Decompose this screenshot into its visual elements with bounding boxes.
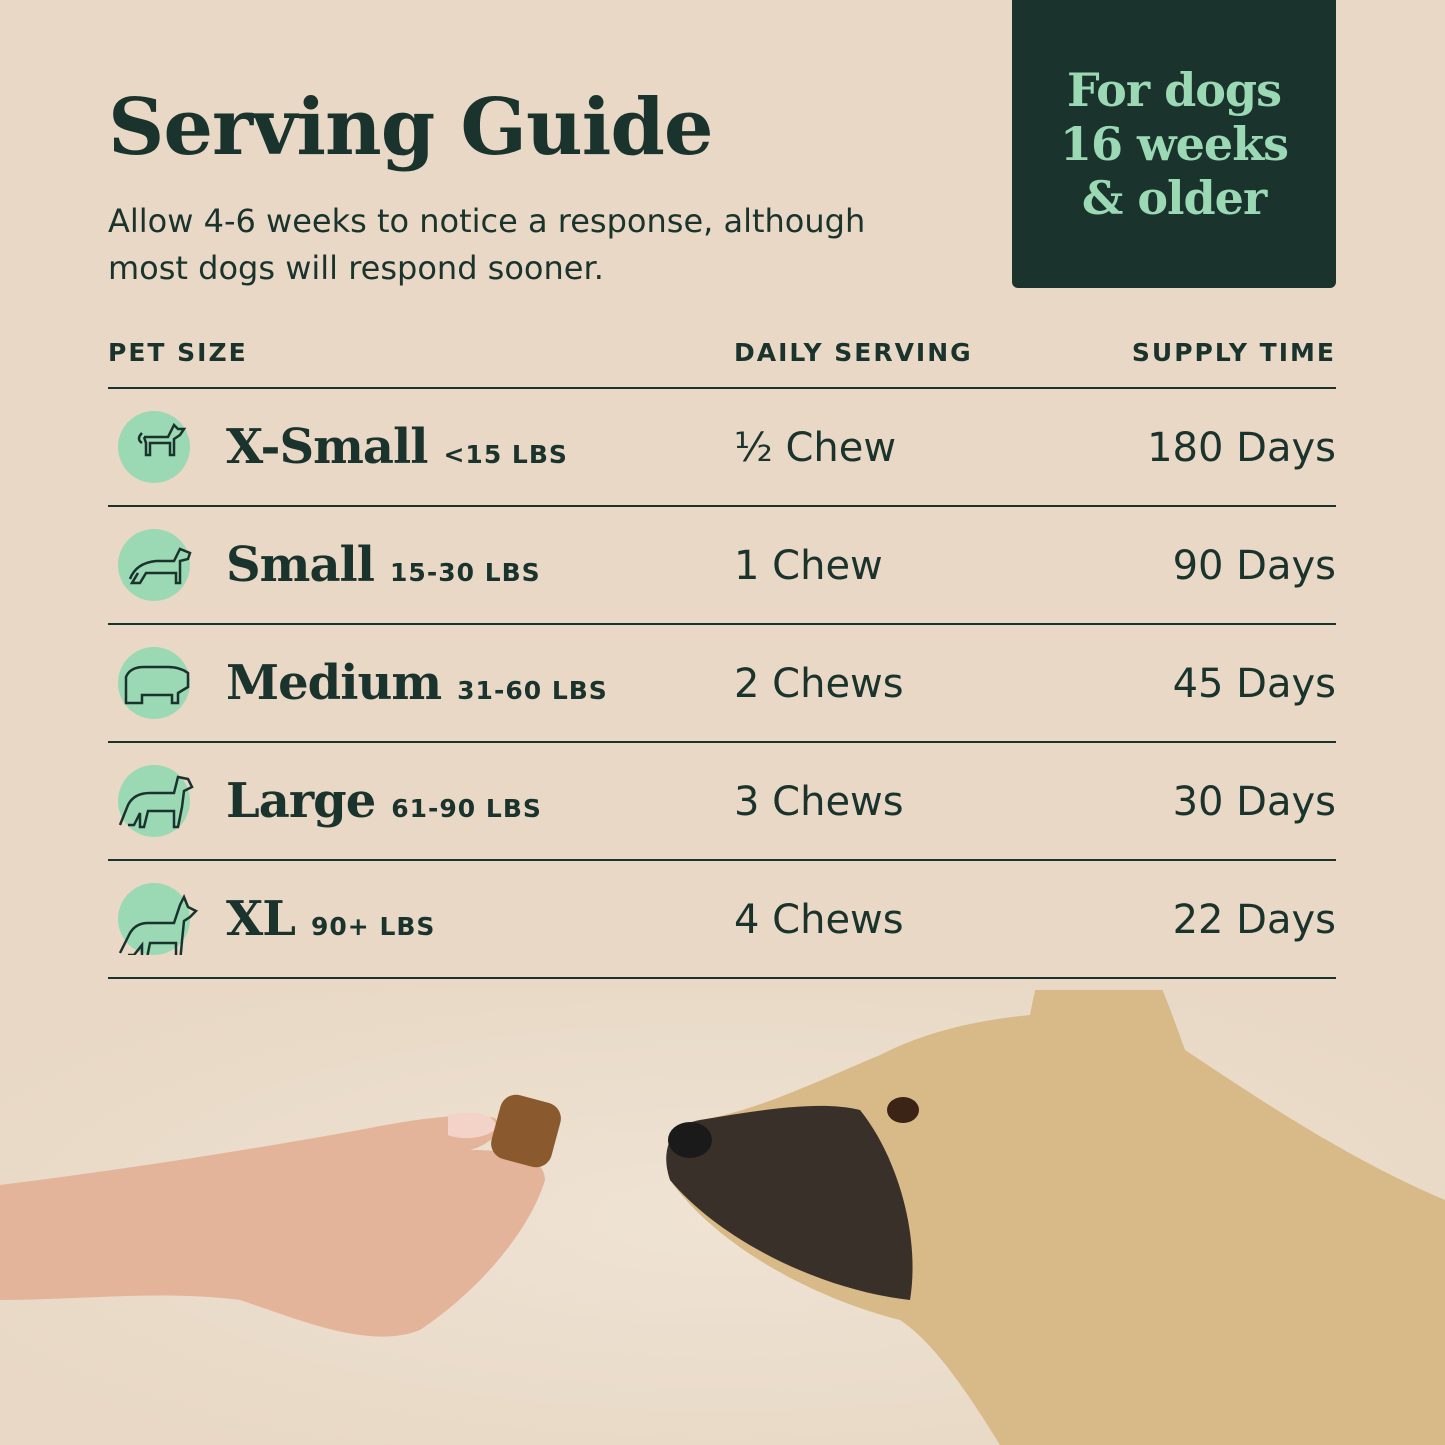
pet-size: Small 15-30 LBS: [226, 537, 541, 593]
pet-weight: <15 LBS: [443, 440, 568, 469]
chihuahua-icon: [118, 411, 190, 483]
age-badge-text: For dogs 16 weeks & older: [1060, 63, 1289, 225]
pet-weight: 90+ LBS: [311, 912, 436, 941]
dachshund-icon: [118, 529, 192, 601]
divider: [108, 741, 1336, 743]
daily-serving: 2 Chews: [734, 661, 904, 707]
table-row: X-Small <15 LBS ½ Chew 180 Days: [108, 389, 1336, 507]
divider: [108, 623, 1336, 625]
supply-time: 22 Days: [1172, 897, 1336, 943]
pet-size-label: Medium: [226, 655, 442, 711]
pet-size-label: X-Small: [226, 419, 428, 475]
table-row: XL 90+ LBS 4 Chews 22 Days: [108, 861, 1336, 979]
column-header-supply-time: SUPPLY TIME: [1131, 338, 1336, 367]
pet-weight: 15-30 LBS: [390, 558, 541, 587]
pet-size: XL 90+ LBS: [226, 891, 435, 947]
table-row: Medium 31-60 LBS 2 Chews 45 Days: [108, 625, 1336, 743]
divider: [108, 505, 1336, 507]
hand: [0, 1115, 545, 1337]
page-title: Serving Guide: [108, 82, 714, 173]
daily-serving: 4 Chews: [734, 897, 904, 943]
table-row: Small 15-30 LBS 1 Chew 90 Days: [108, 507, 1336, 625]
supply-time: 45 Days: [1172, 661, 1336, 707]
doberman-icon: [118, 883, 199, 955]
divider: [108, 977, 1336, 979]
daily-serving: 1 Chew: [734, 543, 883, 589]
pet-size: X-Small <15 LBS: [226, 419, 568, 475]
retriever-icon: [118, 765, 194, 837]
table-row: Large 61-90 LBS 3 Chews 30 Days: [108, 743, 1336, 861]
pet-size: Large 61-90 LBS: [226, 773, 542, 829]
supply-time: 30 Days: [1172, 779, 1336, 825]
divider: [108, 387, 1336, 389]
pet-weight: 31-60 LBS: [457, 676, 608, 705]
dog: [666, 990, 1445, 1445]
column-header-daily-serving: DAILY SERVING: [734, 338, 973, 367]
daily-serving: ½ Chew: [734, 425, 897, 471]
age-badge: For dogs 16 weeks & older: [1012, 0, 1336, 288]
dog-treat-photo: [0, 990, 1445, 1445]
pet-size-label: Large: [226, 773, 376, 829]
supply-time: 180 Days: [1147, 425, 1336, 471]
divider: [108, 859, 1336, 861]
dog-eye: [887, 1097, 919, 1123]
column-header-pet-size: PET SIZE: [108, 338, 248, 367]
subtitle: Allow 4-6 weeks to notice a response, al…: [108, 202, 866, 287]
pet-weight: 61-90 LBS: [391, 794, 542, 823]
bulldog-icon: [118, 647, 190, 719]
pet-size-label: XL: [226, 891, 296, 947]
pet-size: Medium 31-60 LBS: [226, 655, 608, 711]
daily-serving: 3 Chews: [734, 779, 904, 825]
treat: [491, 1094, 561, 1168]
pet-size-label: Small: [226, 537, 375, 593]
supply-time: 90 Days: [1172, 543, 1336, 589]
